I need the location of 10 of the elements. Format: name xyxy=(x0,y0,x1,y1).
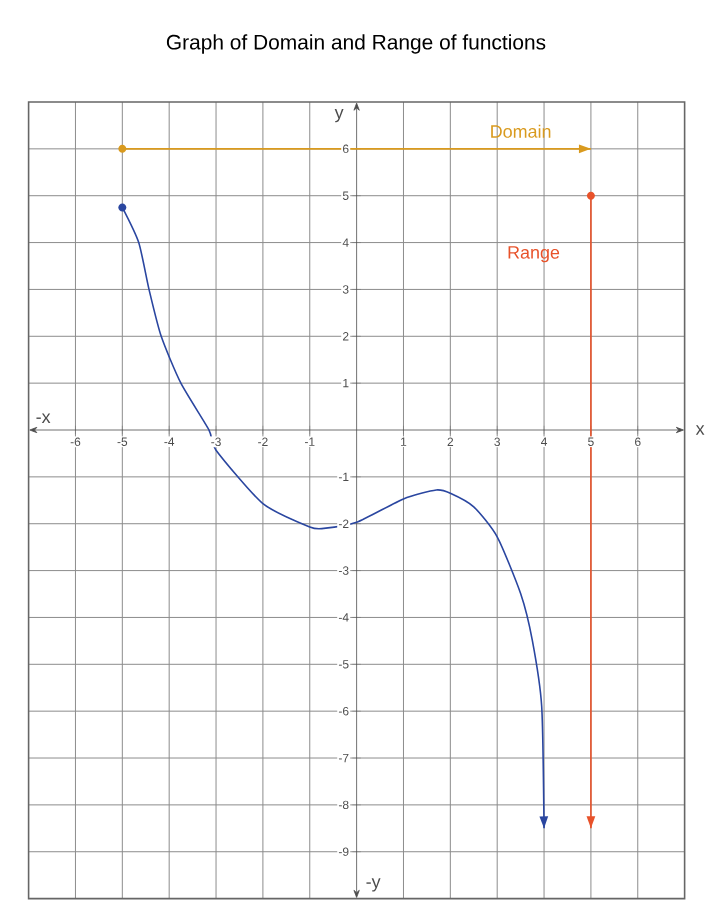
series-label: Range xyxy=(508,246,560,263)
point xyxy=(586,191,595,200)
chart-title: Graph of Domain and Range of functions xyxy=(166,34,546,54)
point xyxy=(118,144,127,153)
x-axis-title: x xyxy=(695,425,705,435)
point xyxy=(118,203,127,212)
annotation: -y xyxy=(366,878,381,892)
series-label: Domain xyxy=(491,124,551,138)
annotation: -x xyxy=(36,413,51,423)
y-axis-title: y xyxy=(334,109,344,123)
